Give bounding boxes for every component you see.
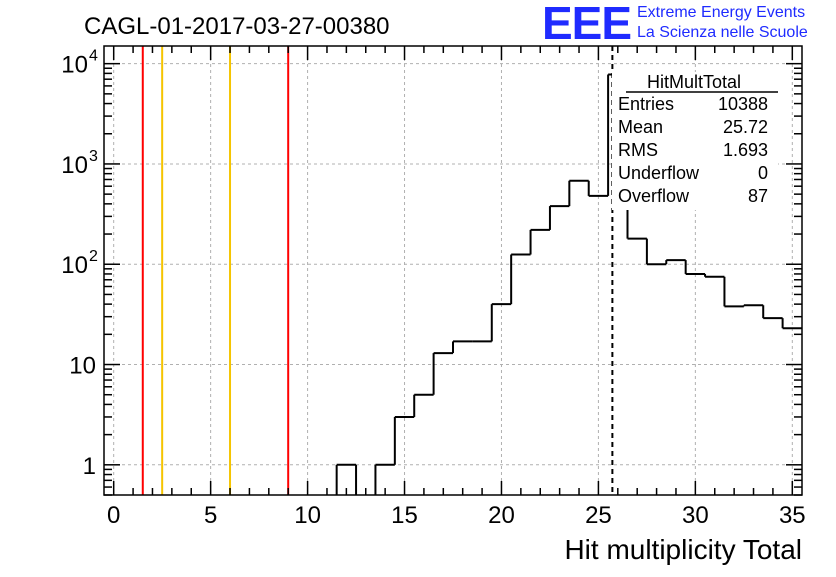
- stats-row-value: 10388: [718, 94, 768, 114]
- chart-title: CAGL-01-2017-03-27-00380: [84, 13, 390, 40]
- x-tick-label: 20: [488, 502, 515, 529]
- stats-histogram-name: HitMultTotal: [647, 72, 741, 92]
- y-tick-label-exponent: 4: [89, 48, 98, 65]
- y-tick-label-exponent: 3: [89, 148, 98, 165]
- x-tick-label: 5: [204, 502, 217, 529]
- y-tick-label: 10: [61, 152, 88, 179]
- stats-row-label: Underflow: [618, 163, 700, 183]
- y-tick-label-exponent: 2: [89, 248, 98, 265]
- x-tick-label: 10: [294, 502, 321, 529]
- logo-line-2: La Scienza nelle Scuole: [637, 24, 808, 41]
- logo-mark: EEE: [542, 0, 632, 49]
- x-tick-label: 15: [391, 502, 418, 529]
- stats-row-value: 0: [758, 163, 768, 183]
- logo-line-1: Extreme Energy Events: [637, 4, 806, 21]
- y-tick-label: 10: [69, 353, 96, 380]
- eee-logo: EEE Extreme Energy Events La Scienza nel…: [542, 0, 832, 49]
- x-tick-label: 30: [682, 502, 709, 529]
- y-tick-label: 10: [61, 52, 88, 79]
- y-tick-label: 10: [61, 252, 88, 279]
- stats-row-value: 87: [748, 186, 768, 206]
- stats-row-value: 1.693: [723, 140, 768, 160]
- stats-row-label: Entries: [618, 94, 674, 114]
- y-tick-label: 1: [83, 453, 96, 480]
- stats-row-value: 25.72: [723, 117, 768, 137]
- plot-frame: [103, 45, 803, 496]
- stats-row-label: Mean: [618, 117, 663, 137]
- stats-row-label: Overflow: [618, 186, 690, 206]
- stats-box-background: [612, 72, 778, 210]
- x-tick-label: 35: [779, 502, 806, 529]
- x-tick-label: 25: [585, 502, 612, 529]
- x-axis-title: Hit multiplicity Total: [564, 534, 802, 565]
- x-tick-label: 0: [107, 502, 120, 529]
- stats-row-label: RMS: [618, 140, 658, 160]
